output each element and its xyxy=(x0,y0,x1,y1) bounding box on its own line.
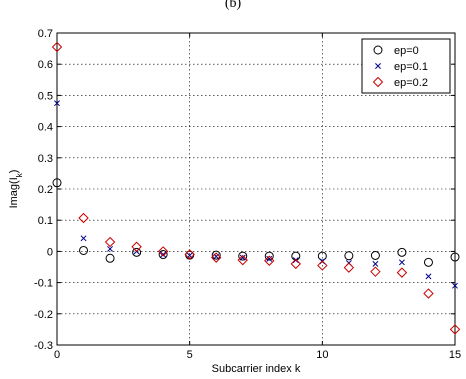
data-point xyxy=(396,267,408,278)
data-point xyxy=(79,245,89,255)
data-point xyxy=(397,247,407,257)
y-tick-label: 0.1 xyxy=(38,215,53,227)
data-point xyxy=(370,266,381,277)
series-ep-0 xyxy=(52,178,460,267)
data-point xyxy=(158,250,168,260)
data-point xyxy=(51,41,63,53)
data-point xyxy=(264,251,274,261)
y-tick-label: -0.3 xyxy=(34,340,53,352)
data-point xyxy=(370,250,380,260)
y-axis-label-close: ) xyxy=(8,170,20,174)
y-tick-label: -0.1 xyxy=(34,278,53,290)
data-marks xyxy=(51,41,461,335)
data-point xyxy=(344,251,354,261)
chart-subtitle: (b) xyxy=(224,0,242,11)
legend-label: ep=0 xyxy=(394,45,419,57)
y-tick-label: 0.4 xyxy=(38,122,53,134)
y-axis-label-sub: k xyxy=(15,172,24,177)
data-point xyxy=(132,247,142,257)
data-point xyxy=(104,236,116,248)
data-point xyxy=(423,257,433,267)
data-point xyxy=(452,282,458,289)
data-point xyxy=(264,255,275,266)
x-tick-label: 10 xyxy=(316,349,328,361)
data-point xyxy=(131,241,142,252)
x-axis-label: Subcarrier index k xyxy=(212,363,301,375)
y-tick-label: -0.2 xyxy=(34,309,53,321)
data-point xyxy=(343,262,355,273)
legend: ep=0 ep=0.1 ep=0.2 xyxy=(361,38,451,94)
data-point xyxy=(210,252,222,263)
data-point xyxy=(423,288,434,299)
x-tick-label: 0 xyxy=(54,349,60,361)
legend-marker xyxy=(373,45,383,55)
data-point xyxy=(292,257,299,264)
data-point xyxy=(237,254,248,266)
data-point xyxy=(107,245,114,252)
series-ep-0-2 xyxy=(51,41,461,335)
data-point xyxy=(290,258,302,270)
legend-box xyxy=(361,38,451,94)
data-point xyxy=(184,249,195,260)
data-point xyxy=(78,212,89,224)
y-axis-label-main: Imag(I xyxy=(8,177,20,208)
y-tick-label: 0.6 xyxy=(38,59,53,71)
y-tick-label: 0.5 xyxy=(38,90,53,102)
data-point xyxy=(54,100,60,107)
data-point xyxy=(52,178,62,188)
legend-label: ep=0.1 xyxy=(394,61,428,73)
y-tick-label: 0.7 xyxy=(38,28,53,40)
data-point xyxy=(160,251,167,258)
legend-marker xyxy=(372,76,384,88)
data-point xyxy=(449,324,461,335)
data-point xyxy=(372,260,379,267)
series-ep-0-1 xyxy=(54,100,458,289)
data-point xyxy=(105,253,115,263)
data-point xyxy=(238,251,248,261)
data-point xyxy=(317,260,328,271)
x-tick-label: 15 xyxy=(449,349,461,361)
data-point xyxy=(450,252,460,262)
data-point xyxy=(266,255,273,262)
data-point xyxy=(425,273,432,280)
x-tick-label: 5 xyxy=(187,349,193,361)
data-point xyxy=(157,246,169,257)
data-point xyxy=(80,235,87,242)
data-point xyxy=(239,254,246,261)
data-point xyxy=(398,259,405,266)
data-point xyxy=(211,250,221,260)
y-tick-label: 0 xyxy=(47,246,53,258)
data-point xyxy=(317,251,327,261)
axis-ticks: 0 5 10 15 -0.3 -0.2 -0.1 0 0.1 0.2 0.3 0.4 0.5 0.6 0.7 xyxy=(34,28,461,361)
y-tick-label: 0.2 xyxy=(38,184,53,196)
legend-label: ep=0.2 xyxy=(394,77,428,89)
y-axis-label: Imag(Ik) xyxy=(8,170,24,209)
y-tick-label: 0.3 xyxy=(38,153,53,165)
legend-marker xyxy=(375,63,381,69)
